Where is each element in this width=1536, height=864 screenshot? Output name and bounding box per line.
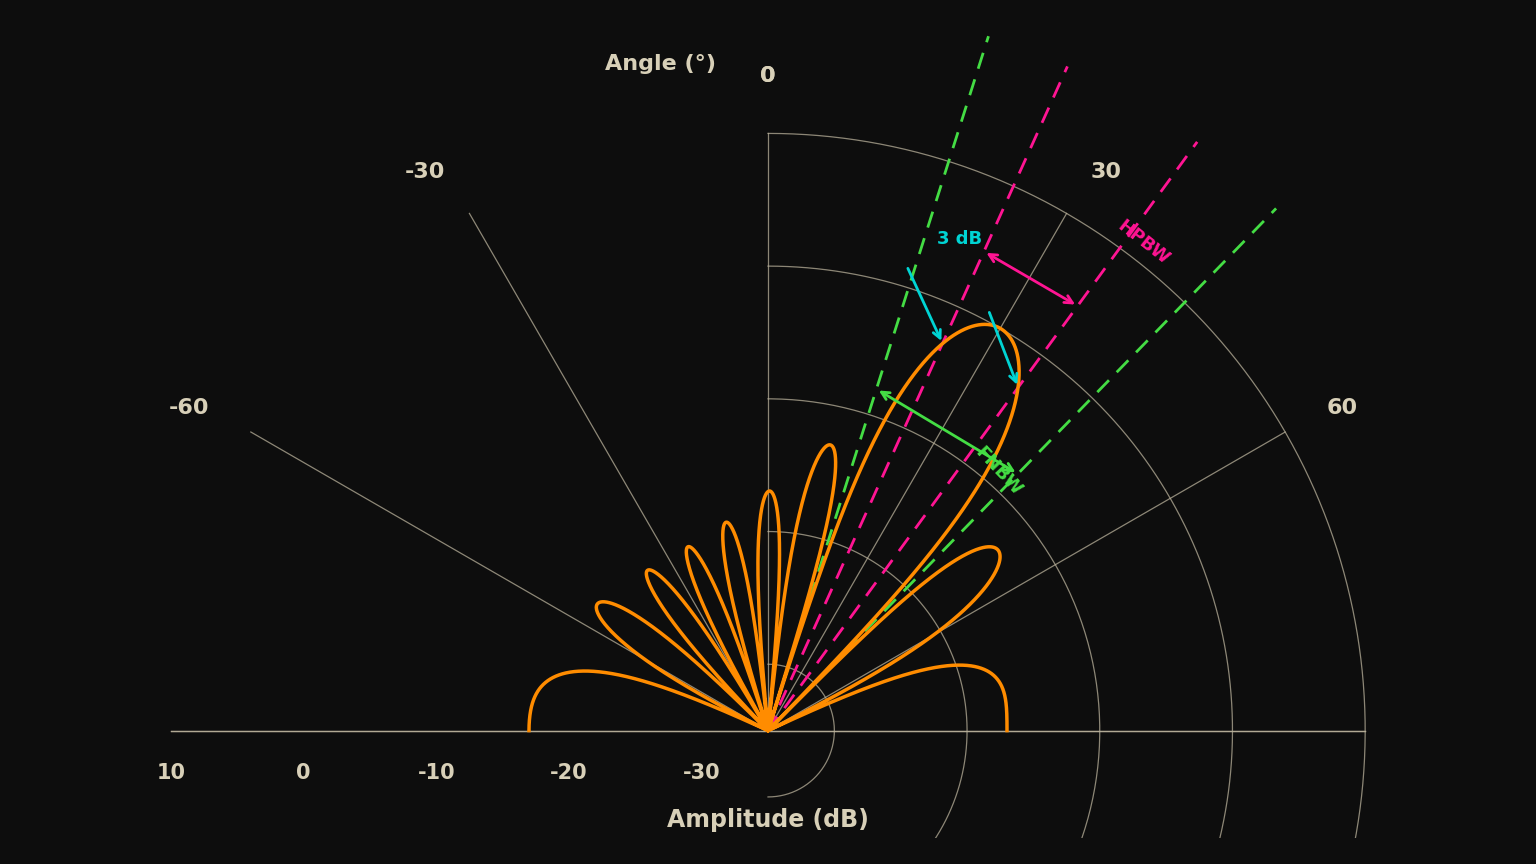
Text: -10: -10 [418, 764, 455, 784]
Text: 0: 0 [296, 764, 310, 784]
Text: 30: 30 [1091, 162, 1121, 182]
Text: -20: -20 [550, 764, 588, 784]
Text: -30: -30 [684, 764, 720, 784]
Text: FNBW: FNBW [971, 443, 1025, 499]
Text: 0: 0 [760, 66, 776, 86]
Text: 3 dB: 3 dB [937, 230, 982, 248]
Text: Amplitude (dB): Amplitude (dB) [667, 808, 869, 832]
Text: 60: 60 [1327, 398, 1358, 418]
Text: 10: 10 [157, 764, 186, 784]
Text: -60: -60 [169, 398, 209, 418]
Text: HPBW: HPBW [1115, 217, 1174, 269]
Text: Angle (°): Angle (°) [605, 54, 716, 73]
Text: 0: 0 [760, 66, 776, 86]
Text: -30: -30 [406, 162, 445, 182]
